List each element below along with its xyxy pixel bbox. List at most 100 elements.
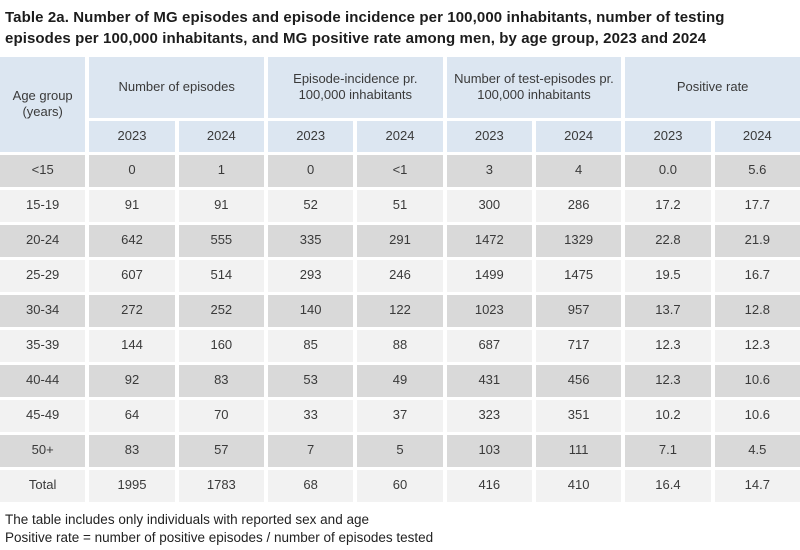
value-cell: 70 xyxy=(178,399,264,432)
value-cell: 1783 xyxy=(178,469,264,502)
value-cell: 12.3 xyxy=(714,329,800,362)
value-cell: 10.2 xyxy=(625,399,711,432)
value-cell: 291 xyxy=(357,224,443,257)
table-row: 30-34 272 252 140 122 1023 957 13.7 12.8 xyxy=(0,294,800,327)
value-cell: 300 xyxy=(446,189,532,222)
footnote-reported-sex-age: The table includes only individuals with… xyxy=(5,511,369,527)
year-header: 2024 xyxy=(178,120,264,152)
value-cell: 144 xyxy=(89,329,175,362)
value-cell: 13.7 xyxy=(625,294,711,327)
value-cell: 49 xyxy=(357,364,443,397)
value-cell: 0 xyxy=(267,154,354,187)
value-cell: 103 xyxy=(446,434,532,467)
table-row: <15 0 1 0 <1 3 4 0.0 5.6 xyxy=(0,154,800,187)
group-header-incidence: Episode-incidence pr. 100,000 inhabitant… xyxy=(267,56,443,118)
age-cell: 45-49 xyxy=(0,399,86,432)
value-cell: 16.7 xyxy=(714,259,800,292)
value-cell: 12.3 xyxy=(625,364,711,397)
year-header: 2024 xyxy=(714,120,800,152)
value-cell: 246 xyxy=(357,259,443,292)
year-header-row: 2023 2024 2023 2024 2023 2024 2023 2024 xyxy=(0,120,800,152)
table-title-line2: episodes per 100,000 inhabitants, and MG… xyxy=(5,30,707,48)
year-header: 2023 xyxy=(446,120,532,152)
value-cell: 4 xyxy=(535,154,622,187)
group-header-test-episodes: Number of test-episodes pr. 100,000 inha… xyxy=(446,56,622,118)
table-title: Table 2a. Number of MG episodes and epis… xyxy=(0,0,800,54)
value-cell: 60 xyxy=(357,469,443,502)
table-title-line1: Table 2a. Number of MG episodes and epis… xyxy=(5,9,725,26)
value-cell: 122 xyxy=(357,294,443,327)
table-row: 50+ 83 57 7 5 103 111 7.1 4.5 xyxy=(0,434,800,467)
value-cell: 21.9 xyxy=(714,224,800,257)
year-header: 2024 xyxy=(535,120,622,152)
value-cell: 160 xyxy=(178,329,264,362)
age-cell: 15-19 xyxy=(0,189,86,222)
value-cell: 323 xyxy=(446,399,532,432)
value-cell: 1475 xyxy=(535,259,622,292)
value-cell: 22.8 xyxy=(625,224,711,257)
value-cell: 57 xyxy=(178,434,264,467)
age-cell: 40-44 xyxy=(0,364,86,397)
group-header-row: Age group (years) Number of episodes Epi… xyxy=(0,56,800,152)
value-cell: 12.8 xyxy=(714,294,800,327)
year-header: 2024 xyxy=(357,120,443,152)
value-cell: 0.0 xyxy=(625,154,711,187)
table-row: 15-19 91 91 52 51 300 286 17.2 17.7 xyxy=(0,189,800,222)
value-cell: 687 xyxy=(446,329,532,362)
value-cell: 10.6 xyxy=(714,399,800,432)
value-cell: 607 xyxy=(89,259,175,292)
year-header: 2023 xyxy=(625,120,711,152)
value-cell: 52 xyxy=(267,189,354,222)
value-cell: 37 xyxy=(357,399,443,432)
value-cell: 5 xyxy=(357,434,443,467)
mg-episodes-table: Age group (years) Number of episodes Epi… xyxy=(0,54,800,505)
value-cell: 272 xyxy=(89,294,175,327)
value-cell: 64 xyxy=(89,399,175,432)
value-cell: 7.1 xyxy=(625,434,711,467)
table-row: 20-24 642 555 335 291 1472 1329 22.8 21.9 xyxy=(0,224,800,257)
table-row: 25-29 607 514 293 246 1499 1475 19.5 16.7 xyxy=(0,259,800,292)
value-cell: 92 xyxy=(89,364,175,397)
age-cell: <15 xyxy=(0,154,86,187)
value-cell: 514 xyxy=(178,259,264,292)
age-cell: 30-34 xyxy=(0,294,86,327)
age-cell: Total xyxy=(0,469,86,502)
value-cell: 7 xyxy=(267,434,354,467)
table-row: 40-44 92 83 53 49 431 456 12.3 10.6 xyxy=(0,364,800,397)
value-cell: 51 xyxy=(357,189,443,222)
value-cell: 85 xyxy=(267,329,354,362)
value-cell: 252 xyxy=(178,294,264,327)
value-cell: 456 xyxy=(535,364,622,397)
value-cell: 351 xyxy=(535,399,622,432)
value-cell: 286 xyxy=(535,189,622,222)
value-cell: 88 xyxy=(357,329,443,362)
table-body: <15 0 1 0 <1 3 4 0.0 5.6 15-19 91 91 52 51 300 286 17… xyxy=(0,154,800,502)
value-cell: 140 xyxy=(267,294,354,327)
age-cell: 50+ xyxy=(0,434,86,467)
value-cell: 5.6 xyxy=(714,154,800,187)
value-cell: 717 xyxy=(535,329,622,362)
value-cell: 1023 xyxy=(446,294,532,327)
table-row: 35-39 144 160 85 88 687 717 12.3 12.3 xyxy=(0,329,800,362)
value-cell: 0 xyxy=(89,154,175,187)
value-cell: 33 xyxy=(267,399,354,432)
value-cell: 293 xyxy=(267,259,354,292)
group-header-positive-rate: Positive rate xyxy=(625,56,800,118)
footnotes: The table includes only individuals with… xyxy=(0,505,800,549)
value-cell: 335 xyxy=(267,224,354,257)
value-cell: <1 xyxy=(357,154,443,187)
value-cell: 431 xyxy=(446,364,532,397)
value-cell: 957 xyxy=(535,294,622,327)
table-row: Total 1995 1783 68 60 416 410 16.4 14.7 xyxy=(0,469,800,502)
age-cell: 20-24 xyxy=(0,224,86,257)
year-header: 2023 xyxy=(267,120,354,152)
value-cell: 91 xyxy=(178,189,264,222)
value-cell: 17.7 xyxy=(714,189,800,222)
value-cell: 3 xyxy=(446,154,532,187)
value-cell: 19.5 xyxy=(625,259,711,292)
value-cell: 16.4 xyxy=(625,469,711,502)
value-cell: 10.6 xyxy=(714,364,800,397)
mg-table-container: Age group (years) Number of episodes Epi… xyxy=(0,54,800,505)
value-cell: 1995 xyxy=(89,469,175,502)
value-cell: 555 xyxy=(178,224,264,257)
